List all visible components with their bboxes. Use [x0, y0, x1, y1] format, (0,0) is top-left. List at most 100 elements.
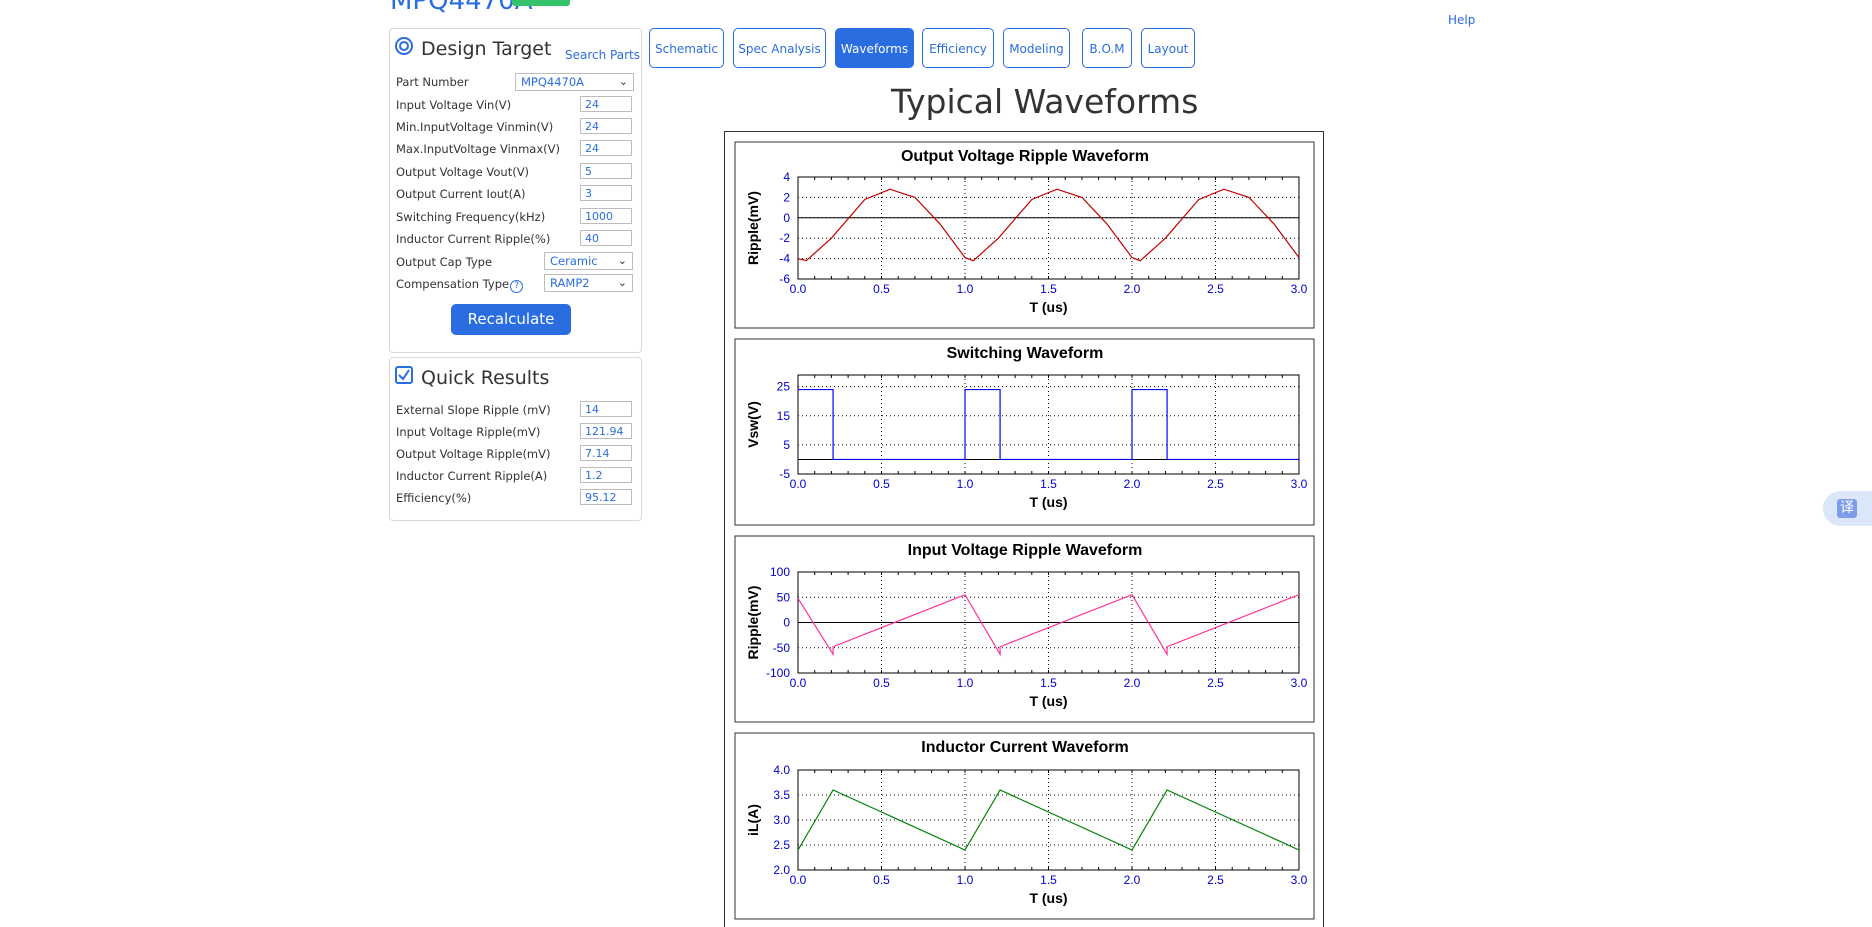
- y-axis-label: Ripple(mV): [745, 586, 761, 660]
- x-tick-label: 0.5: [873, 676, 890, 690]
- y-tick-label: 4: [783, 170, 790, 184]
- x-tick-label: 1.0: [957, 676, 974, 690]
- series-line: [797, 188, 1300, 262]
- design-field-input[interactable]: 24: [580, 118, 632, 134]
- quick-results-panel: Quick Results External Slope Ripple (mV)…: [389, 357, 642, 521]
- design-field-label: Output Current Iout(A): [396, 187, 526, 201]
- help-icon[interactable]: ?: [510, 280, 524, 293]
- y-tick-label: -100: [766, 666, 790, 680]
- x-tick-label: 0.5: [873, 282, 890, 296]
- design-field-input[interactable]: 3: [580, 185, 632, 201]
- tab-schematic[interactable]: Schematic: [649, 28, 724, 68]
- y-tick-label: 2.0: [773, 863, 790, 877]
- x-tick-label: 0.0: [790, 282, 807, 296]
- y-tick-label: 50: [777, 590, 791, 604]
- x-tick-label: 1.0: [957, 282, 974, 296]
- x-tick-label: 1.5: [1040, 676, 1057, 690]
- quick-result-label: Inductor Current Ripple(A): [396, 469, 548, 483]
- x-tick-label: 3.0: [1291, 676, 1308, 690]
- series-line: [797, 593, 1300, 657]
- series-line: [797, 789, 1300, 851]
- x-tick-label: 1.5: [1040, 282, 1057, 296]
- status-badge: [512, 0, 570, 6]
- y-axis-label: iL(A): [745, 804, 761, 836]
- design-field-input[interactable]: 24: [580, 96, 632, 112]
- design-field-label: Min.InputVoltage Vinmin(V): [396, 120, 554, 134]
- y-tick-label: 25: [777, 380, 791, 394]
- quick-result-label: Output Voltage Ripple(mV): [396, 447, 551, 461]
- target-icon: [395, 37, 413, 60]
- design-target-title: Design Target: [421, 37, 552, 60]
- y-tick-label: 4.0: [773, 763, 790, 777]
- series-line: [798, 388, 1299, 461]
- y-tick-label: 0: [783, 616, 790, 630]
- x-tick-label: 2.5: [1207, 477, 1224, 491]
- y-tick-label: 15: [777, 409, 791, 423]
- chart-title: Inductor Current Waveform: [921, 739, 1128, 756]
- y-tick-label: 100: [770, 565, 790, 579]
- translate-icon[interactable]: 译: [1837, 499, 1857, 518]
- x-tick-label: 2.0: [1124, 282, 1141, 296]
- tab-spec-analysis[interactable]: Spec Analysis: [733, 28, 826, 68]
- design-field-input[interactable]: 1000: [580, 208, 632, 224]
- chevron-down-icon: ⌄: [617, 276, 627, 289]
- y-tick-label: 5: [783, 438, 790, 452]
- checkbox-icon[interactable]: [395, 366, 413, 389]
- quick-result-label: Input Voltage Ripple(mV): [396, 425, 541, 439]
- search-parts-link[interactable]: Search Parts: [565, 48, 640, 62]
- design-target-panel: Design Target Search Parts Part Number M…: [389, 28, 642, 353]
- x-axis-label: T (us): [1029, 299, 1067, 315]
- chart-title: Switching Waveform: [947, 345, 1104, 362]
- design-field-label: Inductor Current Ripple(%): [396, 232, 551, 246]
- quick-result-value: 1.2: [580, 467, 632, 483]
- x-tick-label: 2.0: [1124, 873, 1141, 887]
- x-tick-label: 0.0: [790, 676, 807, 690]
- quick-results-title: Quick Results: [421, 366, 550, 389]
- comp-type-select[interactable]: RAMP2 ⌄: [544, 274, 633, 292]
- chart-title: Input Voltage Ripple Waveform: [908, 542, 1143, 559]
- recalculate-button[interactable]: Recalculate: [451, 304, 571, 335]
- chart-panel: [734, 535, 1315, 723]
- waveforms-frame: [724, 131, 1324, 927]
- y-tick-label: 0: [783, 211, 790, 225]
- x-tick-label: 0.5: [873, 477, 890, 491]
- y-tick-label: 2.5: [773, 838, 790, 852]
- x-tick-label: 2.0: [1124, 477, 1141, 491]
- tab-modeling[interactable]: Modeling: [1003, 28, 1070, 68]
- y-axis-label: Vsw(V): [745, 401, 761, 448]
- chart-panel: [734, 141, 1315, 329]
- y-tick-label: -50: [773, 641, 791, 655]
- design-field-input[interactable]: 5: [580, 163, 632, 179]
- x-axis-label: T (us): [1029, 693, 1067, 709]
- quick-result-label: External Slope Ripple (mV): [396, 403, 551, 417]
- cap-type-select[interactable]: Ceramic ⌄: [544, 252, 633, 270]
- chart-panel: [734, 732, 1315, 920]
- tab-waveforms[interactable]: Waveforms: [835, 28, 914, 68]
- x-tick-label: 0.5: [873, 873, 890, 887]
- y-tick-label: -4: [779, 252, 790, 266]
- help-link[interactable]: Help: [1448, 13, 1476, 27]
- quick-result-value: 14: [580, 401, 632, 417]
- design-field-input[interactable]: 24: [580, 140, 632, 156]
- part-title: MPQ4470A: [390, 0, 533, 16]
- x-tick-label: 0.0: [790, 477, 807, 491]
- y-tick-label: 2: [783, 190, 790, 204]
- y-tick-label: -2: [779, 231, 790, 245]
- chevron-down-icon: ⌄: [618, 75, 628, 88]
- quick-result-label: Efficiency(%): [396, 491, 472, 505]
- x-tick-label: 3.0: [1291, 477, 1308, 491]
- tab-b-o-m[interactable]: B.O.M: [1082, 28, 1132, 68]
- chart-title: Output Voltage Ripple Waveform: [901, 148, 1149, 165]
- quick-result-value: 95.12: [580, 489, 632, 505]
- tab-efficiency[interactable]: Efficiency: [922, 28, 994, 68]
- design-field-input[interactable]: 40: [580, 230, 632, 246]
- tab-layout[interactable]: Layout: [1141, 28, 1195, 68]
- quick-result-value: 121.94: [580, 423, 632, 439]
- y-tick-label: -5: [779, 467, 790, 481]
- part-number-select[interactable]: MPQ4470A ⌄: [515, 73, 634, 91]
- x-tick-label: 2.5: [1207, 676, 1224, 690]
- y-tick-label: 3.5: [773, 788, 790, 802]
- design-field-label: Input Voltage Vin(V): [396, 98, 512, 112]
- quick-results-header: Quick Results: [395, 366, 549, 389]
